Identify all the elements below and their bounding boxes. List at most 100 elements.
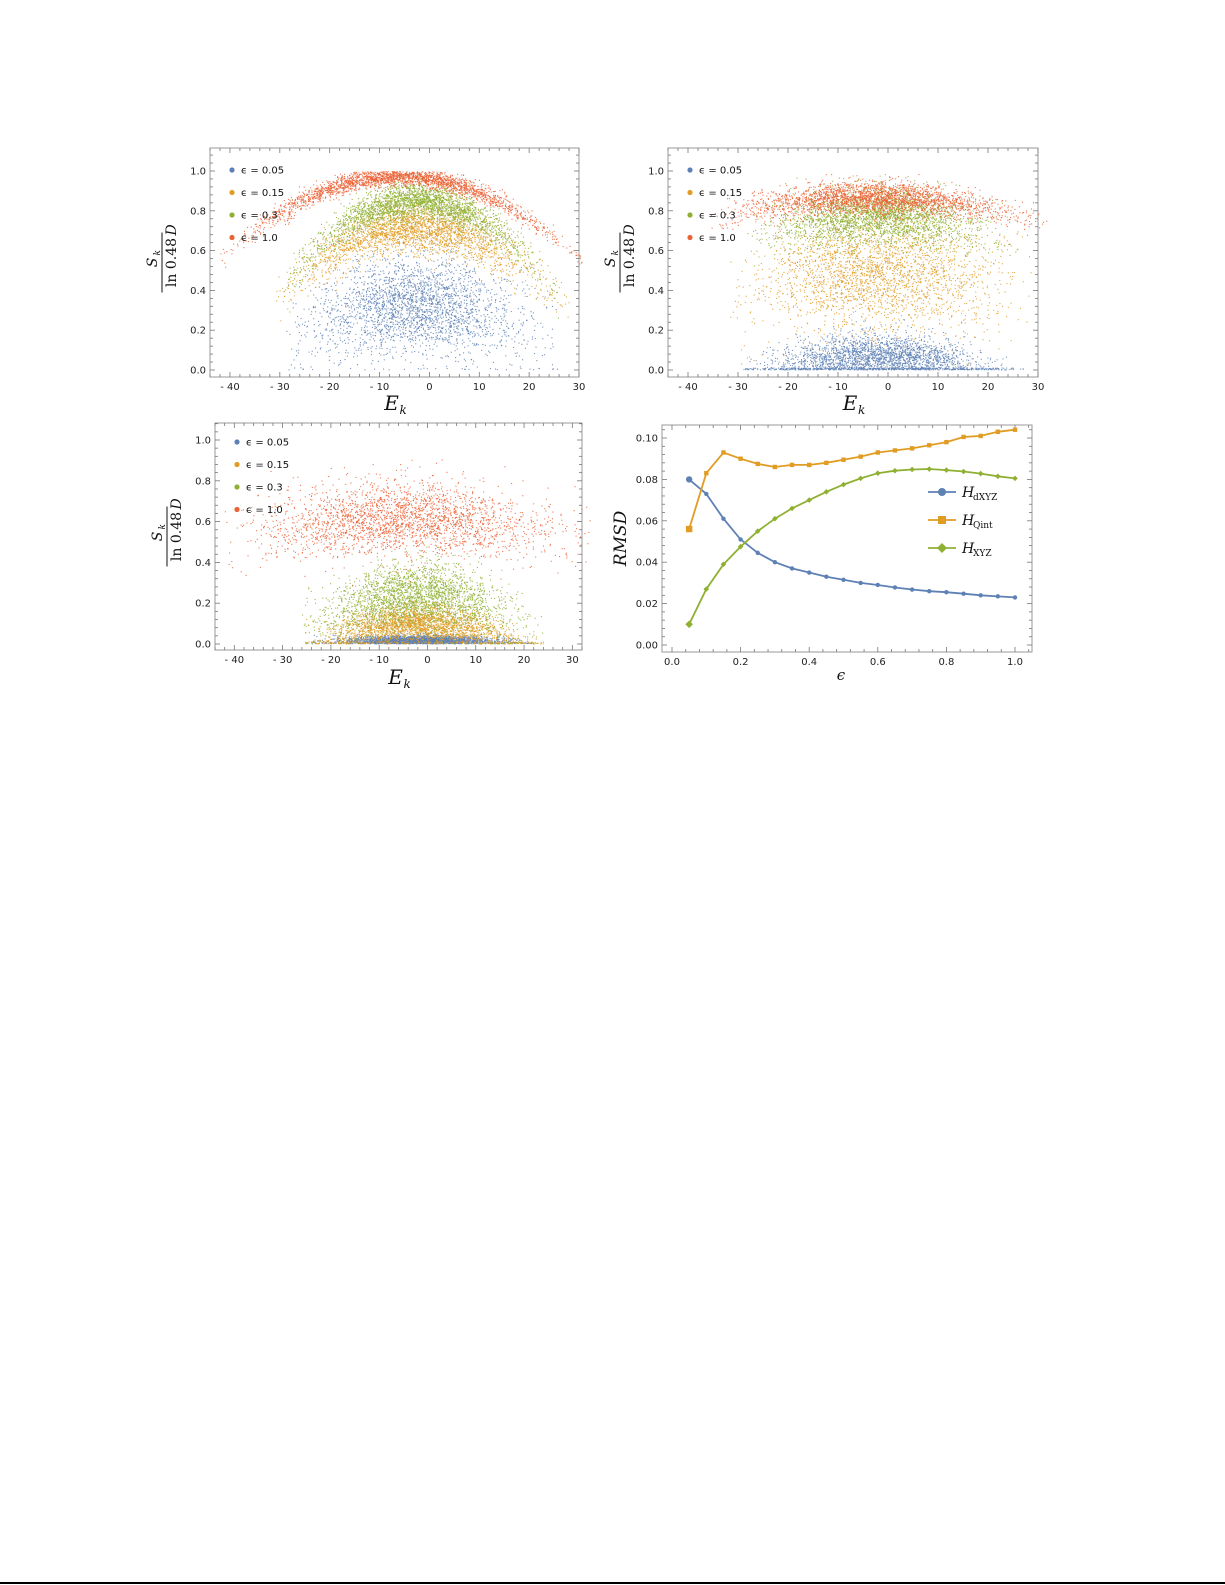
legend-label: ϵ = 0.3 [699,211,736,222]
x-tick-label: 0 [426,382,432,393]
x-tick-labels: - 40 - 30 - 20 - 10 0 10 20 30 [225,655,579,666]
scatter-series-4 [220,171,583,268]
y-tick-label: 0.6 [190,246,206,257]
data-point [685,476,693,483]
y-tick-label: 0.4 [190,286,206,297]
legend-item: ϵ = 0.3 [687,211,736,222]
y-tick-label: 0.6 [648,246,664,257]
y-tick-label: 0.06 [636,516,658,527]
y-tick-label: 0.8 [195,476,211,487]
data-point [1012,427,1018,432]
svg-text:ln 0.48: ln 0.48 [164,238,180,287]
y-tick-labels: 0.0 0.2 0.4 0.6 0.8 1.0 [190,167,206,377]
series-h-xyz [685,466,1018,629]
x-tick-label: 0.0 [664,657,680,668]
x-tick-label: 10 [469,655,482,666]
x-tick-label: - 40 [225,655,245,666]
legend: ϵ = 0.05 ϵ = 0.15 ϵ = 0.3 ϵ = 1.0 [687,166,742,244]
y-axis-title: Sk ln 0.48D [145,224,180,293]
data-point [892,585,898,590]
scatter-panel-top-right: - 40 - 30 - 20 - 10 0 10 20 30 0.0 0.2 0.4 0.6 0.8 1.… [0,0,1225,417]
x-tick-labels: - 40 - 30 - 20 - 10 0 10 20 30 [678,382,1044,393]
y-tick-label: 0.0 [648,366,664,377]
x-tick-label: 1.0 [1007,657,1023,668]
rmsd-line-chart: 0.0 0.2 0.4 0.6 0.8 1.0 0.000.020.040.060.080.… [611,424,1033,684]
data-point [977,470,984,477]
x-tick-labels: 0.0 0.2 0.4 0.6 0.8 1.0 [664,657,1023,668]
data-point [841,577,846,582]
data-point [824,574,829,579]
legend-label: ϵ = 0.05 [246,438,289,449]
data-point [944,590,949,595]
x-tick-label: - 30 [270,382,290,393]
legend-circle-icon [938,488,946,496]
legend-marker-icon [687,212,693,218]
y-tick-labels: 0.00 0.02 0.04 0.06 0.08 0.10 [636,434,658,652]
x-tick-label: 20 [523,382,536,393]
legend-diamond-icon [937,543,947,553]
svg-text:E: E [383,391,399,415]
data-point [875,470,881,476]
data-point [772,560,778,565]
x-tick-label: 20 [518,655,531,666]
data-point [858,454,863,459]
legend-label: ϵ = 0.05 [241,166,284,177]
data-point [823,489,830,495]
legend-item: ϵ = 1.0 [687,233,736,244]
scatter-series-3 [302,538,544,645]
data-point [720,561,727,568]
data-point [927,588,932,594]
x-tick-label: 0 [885,382,891,393]
legend-item: ϵ = 0.15 [687,188,742,199]
legend-marker-icon [229,189,235,196]
data-point [807,570,812,575]
legend-item: ϵ = 0.15 [229,188,284,199]
series-h-qint [685,427,1018,533]
data-point [909,446,915,451]
data-point [789,462,795,468]
x-axis-title: ϵ [837,666,846,684]
scatter-series-4 [711,174,1048,236]
y-tick-label: 0.4 [648,286,664,297]
x-tick-label: 30 [1032,382,1045,393]
legend-label: ϵ = 1.0 [699,233,736,244]
data-point [978,593,983,598]
x-tick-label: 30 [566,655,579,666]
data-point [961,434,966,440]
x-tick-label: - 20 [321,655,341,666]
legend-label-subscript: XYZ [973,549,992,559]
legend-marker-icon [687,189,693,196]
scatter-points [220,171,583,371]
y-axis-title: Sk ln 0.48D [150,498,185,567]
data-point [721,450,726,455]
legend-label: ϵ = 0.15 [246,460,289,471]
y-tick-labels: 0.0 0.2 0.4 0.6 0.8 1.0 [195,436,211,651]
data-point [789,505,795,512]
scatter-series-1 [743,319,1024,371]
legend-marker-icon [234,461,240,468]
data-point [927,443,932,448]
data-point [738,537,743,542]
data-point [789,566,795,571]
x-tick-label: 0 [424,655,430,666]
data-point [960,468,967,475]
y-tick-label: 1.0 [648,167,664,178]
legend-label: H [961,541,975,557]
y-tick-label: 1.0 [190,167,206,178]
legend-label: ϵ = 0.3 [241,211,278,222]
series-h-dxyz [685,476,1018,600]
x-tick-label: - 20 [320,382,340,393]
line-series [685,427,1018,629]
data-point [858,580,863,586]
data-point [754,528,761,534]
scatter-plot-top-right: - 40 - 30 - 20 - 10 0 10 20 30 0.0 0.2 0.4 0.6 0.8 1.… [603,147,1048,417]
data-point [841,457,846,462]
data-point [909,587,915,592]
legend-label: ϵ = 0.3 [246,483,283,494]
data-point [961,591,966,596]
data-point [875,582,880,588]
y-tick-label: 0.02 [636,599,658,610]
y-tick-label: 1.0 [195,436,211,447]
